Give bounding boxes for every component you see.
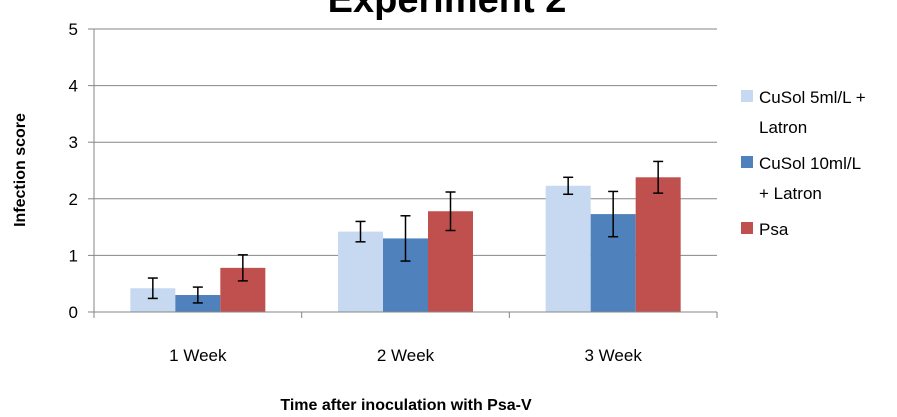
y-tick-label: 0 [69,303,78,322]
x-tick-label: 1 Week [169,346,227,365]
y-tick-label: 4 [69,77,78,96]
y-tick-label: 1 [69,246,78,265]
x-axis-title: Time after inoculation with Psa-V [280,397,532,414]
legend: CuSol 5ml/L + Latron CuSol 10ml/L + Latron P… [741,88,866,239]
bar-2-week-s1 [338,231,383,312]
y-tick-label: 3 [69,133,78,152]
legend-label: + Latron [759,184,822,203]
bar-3-week-s3 [635,177,681,312]
x-tick-label: 2 Week [377,346,435,365]
y-axis-title: Infection score [12,113,29,227]
legend-swatch [741,156,753,168]
legend-swatch [741,90,753,102]
bar-1-week-s1 [130,288,176,312]
bars [130,160,681,312]
x-tick-label: 3 Week [585,346,643,365]
legend-label: Psa [759,220,789,239]
y-tick-label: 5 [69,20,78,39]
legend-swatch [741,222,753,234]
chart-title: Experiment 2 [328,0,567,21]
bar-3-week-s1 [545,185,591,312]
legend-label: CuSol 10ml/L [759,154,861,173]
y-tick-label: 2 [69,190,78,209]
legend-label: Latron [759,118,807,137]
legend-label: CuSol 5ml/L + [759,88,866,107]
axes: 0 1 2 3 4 5 1 Week 2 Week 3 Week [69,20,718,365]
